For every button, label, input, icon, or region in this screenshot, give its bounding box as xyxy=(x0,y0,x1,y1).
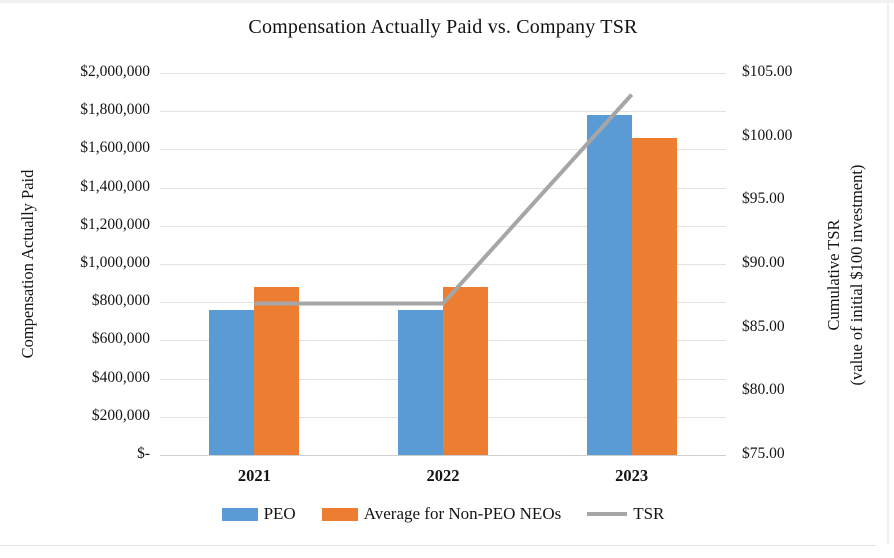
card-top-border xyxy=(0,0,894,3)
left-axis-tick-label: $400,000 xyxy=(91,368,150,386)
gridline xyxy=(160,455,726,456)
card-right-border xyxy=(887,3,889,544)
right-axis-tick-label: $95.00 xyxy=(742,190,785,208)
legend-swatch-bar xyxy=(321,507,358,521)
right-axis-title-line2: (value of initial $100 investment) xyxy=(847,164,866,386)
chart-legend: PEO Average for Non-PEO NEOs TSR xyxy=(160,504,726,524)
legend-item-peo: PEO xyxy=(221,504,296,524)
legend-item-tsr: TSR xyxy=(587,504,664,524)
legend-swatch-line xyxy=(587,512,628,516)
left-axis-tick-label: $200,000 xyxy=(91,406,150,424)
right-axis-title: Cumulative TSR (value of initial $100 in… xyxy=(822,145,868,405)
left-axis-tick-label: $1,600,000 xyxy=(80,139,150,157)
card-bottom-border xyxy=(0,545,876,546)
right-axis-tick-label: $105.00 xyxy=(742,63,793,80)
gridline xyxy=(160,73,726,74)
chart-title: Compensation Actually Paid vs. Company T… xyxy=(248,16,638,38)
left-axis-tick-label: $- xyxy=(137,445,150,462)
bar-peo-2021 xyxy=(209,309,255,455)
left-axis-tick-label: $1,400,000 xyxy=(80,177,150,195)
right-axis-title-line1: Cumulative TSR xyxy=(824,219,843,331)
right-axis-tick-label: $100.00 xyxy=(742,126,793,144)
left-axis-tick-label: $800,000 xyxy=(91,292,150,310)
right-axis-tick-label: $85.00 xyxy=(742,317,785,335)
tsr-line xyxy=(254,93,634,306)
bar-peo-2022 xyxy=(398,309,443,455)
bar-nonpeo-2023 xyxy=(631,137,677,455)
x-axis-label: 2023 xyxy=(615,466,649,485)
legend-item-nonpeo: Average for Non-PEO NEOs xyxy=(321,504,562,524)
bar-peo-2023 xyxy=(586,115,632,455)
gridline xyxy=(160,111,726,113)
right-axis-tick-label: $80.00 xyxy=(742,381,785,399)
bar-nonpeo-2022 xyxy=(443,286,488,455)
left-axis-tick-label: $1,200,000 xyxy=(80,215,150,233)
left-axis-tick-label: $600,000 xyxy=(91,330,150,348)
left-axis-tick-label: $2,000,000 xyxy=(80,63,150,80)
left-axis-tick-label: $1,800,000 xyxy=(80,101,150,119)
x-axis-label: 2022 xyxy=(426,466,460,485)
legend-label: Average for Non-PEO NEOs xyxy=(363,504,562,523)
left-axis-tick-label: $1,000,000 xyxy=(80,254,150,271)
bar-nonpeo-2021 xyxy=(254,286,300,455)
legend-label: TSR xyxy=(633,504,665,523)
legend-label: PEO xyxy=(263,504,296,523)
x-axis-label: 2021 xyxy=(237,466,271,485)
legend-swatch-bar xyxy=(221,507,258,521)
right-axis-tick-label: $75.00 xyxy=(742,445,785,462)
right-axis-tick-label: $90.00 xyxy=(742,254,785,271)
